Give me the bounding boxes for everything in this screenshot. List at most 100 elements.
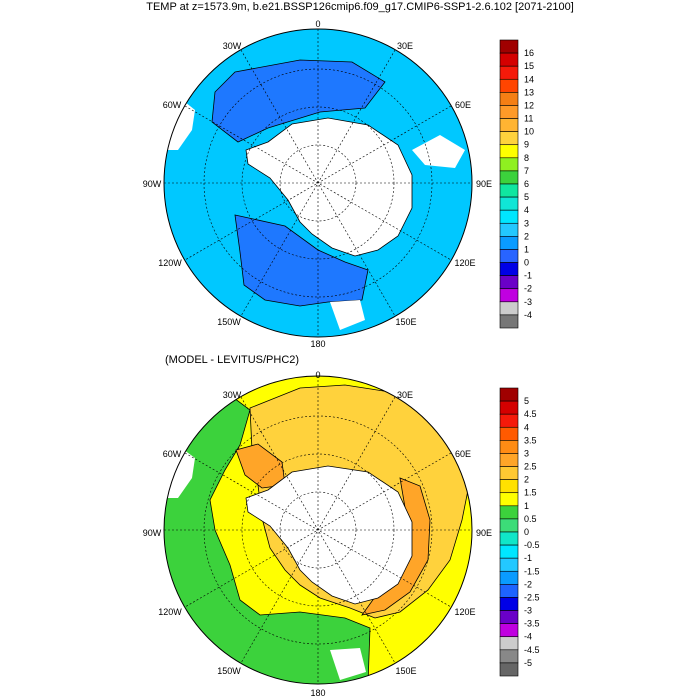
- top-colorbar-swatch-11: [499, 183, 519, 198]
- top-colorbar-label-12: 4: [524, 205, 529, 215]
- figure-subtitle: (MODEL - LEVITUS/PHC2): [165, 354, 299, 366]
- bottom-colorbar-swatch-18: [499, 623, 519, 638]
- bottom-colorbar-label-10: 0: [524, 527, 529, 537]
- top-colorbar-label-2: 14: [524, 74, 534, 84]
- bottom-colorbar-swatch-16: [499, 597, 519, 611]
- bottom-label-30w: 30W: [223, 390, 242, 400]
- bottom-colorbar-swatch-21: [499, 662, 519, 677]
- top-label-120e: 120E: [454, 258, 475, 268]
- top-colorbar-swatch-19: [499, 288, 519, 303]
- top-map: [163, 28, 473, 338]
- bottom-colorbar-label-12: -1: [524, 553, 532, 563]
- bottom-label-30e: 30E: [397, 390, 413, 400]
- bottom-colorbar-swatch-13: [499, 557, 519, 572]
- bottom-colorbar-swatch-11: [499, 531, 519, 546]
- top-label-90e: 90E: [476, 179, 492, 189]
- bottom-label-180: 180: [310, 688, 325, 698]
- top-colorbar-swatch-1: [499, 52, 519, 67]
- top-colorbar-swatch-13: [499, 209, 519, 224]
- top-colorbar-label-4: 12: [524, 100, 534, 110]
- bottom-colorbar-swatch-0: [499, 387, 519, 402]
- top-colorbar-label-15: 1: [524, 244, 529, 254]
- top-colorbar-label-17: -1: [524, 271, 532, 281]
- bottom-colorbar: 5 4.5 4 3.5 3 2.5 2 1.5 1 0.5 0 -0.5 -1 -1.5 -2 -2.5 -3 -…: [499, 387, 540, 677]
- top-map-cold-region-atlantic: [211, 59, 386, 143]
- top-colorbar-label-5: 11: [524, 114, 533, 124]
- top-map-labels: 0 30E 60E 90E 120E 150E 180 150W 120W 90…: [143, 19, 492, 349]
- bottom-colorbar-label-6: 2: [524, 475, 529, 485]
- top-label-60w: 60W: [163, 100, 182, 110]
- top-colorbar-swatch-17: [499, 262, 519, 276]
- top-colorbar-swatch-9: [499, 157, 519, 172]
- bottom-colorbar-label-18: -4: [524, 632, 532, 642]
- bottom-map: [163, 375, 473, 685]
- bottom-colorbar-swatch-19: [499, 636, 519, 651]
- top-colorbar-label-8: 8: [524, 153, 529, 163]
- bottom-label-150e: 150E: [395, 666, 416, 676]
- bottom-colorbar-swatch-15: [499, 584, 519, 598]
- top-colorbar-label-14: 2: [524, 231, 529, 241]
- top-colorbar-swatch-12: [499, 196, 519, 211]
- top-colorbar-label-3: 13: [524, 87, 534, 97]
- top-colorbar-label-11: 5: [524, 192, 529, 202]
- top-colorbar-swatch-16: [499, 249, 519, 263]
- bottom-colorbar-label-13: -1.5: [524, 566, 540, 576]
- bottom-colorbar-label-19: -4.5: [524, 645, 540, 655]
- figure-title: TEMP at z=1573.9m, b.e21.BSSP126cmip6.f0…: [146, 1, 574, 13]
- top-colorbar-swatch-18: [499, 275, 519, 290]
- bottom-label-90e: 90E: [476, 528, 492, 538]
- top-label-30e: 30E: [397, 41, 413, 51]
- bottom-colorbar-swatch-2: [499, 413, 519, 428]
- bottom-label-120e: 120E: [454, 607, 475, 617]
- top-label-150e: 150E: [395, 317, 416, 327]
- bottom-colorbar-label-11: -0.5: [524, 540, 540, 550]
- bottom-map-graticule: [164, 376, 472, 684]
- top-colorbar-label-6: 10: [524, 127, 534, 137]
- top-colorbar-swatch-14: [499, 222, 519, 237]
- top-colorbar-swatch-20: [499, 301, 519, 316]
- bottom-colorbar-label-8: 1: [524, 501, 529, 511]
- bottom-colorbar-swatch-1: [499, 400, 519, 415]
- bottom-label-120w: 120W: [158, 607, 182, 617]
- bottom-map-labels: 0 30E 60E 90E 120E 150E 180 150W 120W 90…: [143, 370, 492, 698]
- top-colorbar-swatch-15: [499, 236, 519, 250]
- bottom-colorbar-label-0: 5: [524, 396, 529, 406]
- top-label-180: 180: [310, 339, 325, 349]
- top-colorbar-swatch-10: [499, 170, 519, 185]
- top-colorbar-label-10: 6: [524, 179, 529, 189]
- bottom-colorbar-label-1: 4.5: [524, 409, 537, 419]
- top-colorbar-swatch-6: [499, 118, 519, 132]
- bottom-colorbar-swatch-14: [499, 570, 519, 585]
- top-colorbar-label-18: -2: [524, 284, 532, 294]
- bottom-colorbar-label-9: 0.5: [524, 514, 537, 524]
- top-colorbar-label-16: 0: [524, 258, 529, 268]
- top-map-sea-ice-patch-2: [330, 300, 365, 330]
- top-colorbar-swatch-0: [499, 39, 519, 54]
- bottom-colorbar-label-15: -2.5: [524, 592, 540, 602]
- bottom-label-150w: 150W: [217, 666, 241, 676]
- bottom-colorbar-swatch-4: [499, 440, 519, 454]
- top-colorbar-label-0: 16: [524, 48, 534, 58]
- bottom-map-sea-ice-patch: [330, 648, 366, 680]
- bottom-colorbar-swatch-7: [499, 479, 519, 494]
- top-colorbar-swatch-8: [499, 144, 519, 159]
- top-colorbar-label-20: -4: [524, 310, 532, 320]
- top-label-90w: 90W: [143, 179, 162, 189]
- top-label-30w: 30W: [223, 41, 242, 51]
- bottom-colorbar-swatch-8: [499, 492, 519, 507]
- bottom-colorbar-label-2: 4: [524, 422, 529, 432]
- bottom-colorbar-label-7: 1.5: [524, 488, 537, 498]
- top-colorbar-swatch-2: [499, 65, 519, 80]
- top-colorbar-swatch-7: [499, 131, 519, 146]
- top-colorbar-swatch-21: [499, 314, 519, 329]
- bottom-colorbar-label-20: -5: [524, 658, 532, 668]
- bottom-colorbar-label-17: -3.5: [524, 619, 540, 629]
- top-colorbar-swatch-5: [499, 105, 519, 119]
- top-label-60e: 60E: [455, 100, 471, 110]
- bottom-colorbar-swatch-10: [499, 518, 519, 533]
- top-label-0: 0: [315, 19, 320, 29]
- top-colorbar-label-9: 7: [524, 166, 529, 176]
- top-map-sea-ice-patch: [412, 135, 465, 168]
